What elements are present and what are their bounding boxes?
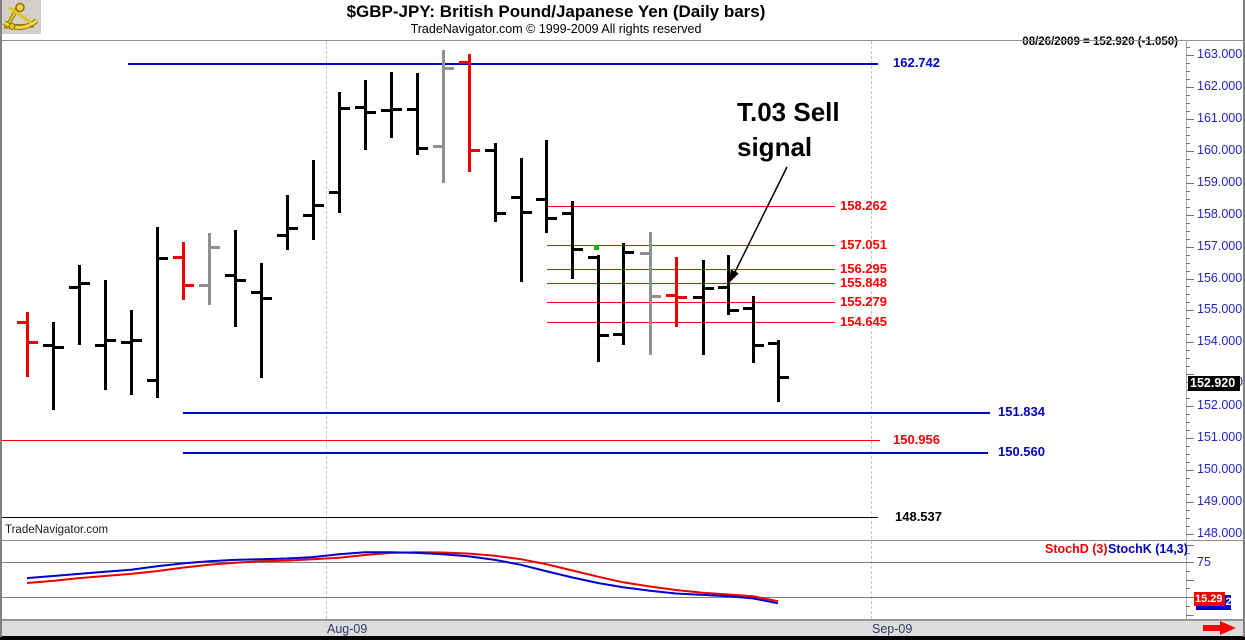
price-axis-label: 158.000 [1197,207,1243,221]
price-pane[interactable] [0,41,1186,540]
price-axis-label: 149.000 [1197,494,1243,508]
price-axis-label: 157.000 [1197,239,1243,253]
window-border [0,0,2,637]
stoch-d-legend[interactable]: StochD (3) [1045,542,1108,556]
price-axis-tick [1186,310,1194,311]
price-axis-tick [1186,342,1194,343]
price-axis-label: 152.000 [1197,398,1243,412]
price-axis-label: 159.000 [1197,175,1243,189]
date-axis-label-aug: Aug-09 [327,622,368,636]
price-axis-label: 154.000 [1197,334,1243,348]
last-quote-info: 08/26/2009 = 152.920 (-1.050) [1022,36,1178,48]
price-axis-label: 162.000 [1197,79,1243,93]
sell-signal-arrow [729,166,788,283]
price-axis-label: 160.000 [1197,143,1243,157]
price-axis-tick [1186,215,1194,216]
price-axis-label: 161.000 [1197,111,1243,125]
stoch-k-line [26,551,779,605]
pane-divider [0,40,1243,41]
window-border [1243,0,1245,637]
stoch-axis-tick [1186,597,1194,598]
stoch-d-line [26,551,779,603]
price-axis-label: 150.000 [1197,462,1243,476]
price-axis-tick [1186,502,1194,503]
price-axis-tick [1186,279,1194,280]
price-axis-tick [1186,438,1194,439]
chart-subtitle: TradeNavigator.com © 1999-2009 All right… [410,22,702,36]
stoch-axis-tick [1186,580,1194,581]
watermark: TradeNavigator.com [5,524,109,536]
price-axis-tick [1186,247,1194,248]
chart-title: $GBP-JPY: British Pound/Japanese Yen (Da… [346,2,766,21]
bottom-bar [0,636,1245,640]
price-axis-label: 151.000 [1197,430,1243,444]
stochastic-lines [26,551,779,605]
price-axis-label: 155.000 [1197,302,1243,316]
price-axis-label: 156.000 [1197,271,1243,285]
price-axis-tick [1186,87,1194,88]
sell-signal-text-line2: signal [737,132,813,162]
sell-signal-text-line1: T.03 Sell [737,97,840,127]
sell-signal-annotation: T.03 Sell signal [737,95,840,165]
scroll-right-arrow-icon[interactable] [1203,621,1237,635]
price-axis-tick [1186,151,1194,152]
stoch-axis-tick [1186,562,1194,563]
stoch-axis-label-75: 75 [1197,555,1211,569]
pane-divider [0,540,1243,541]
price-axis-tick [1186,183,1194,184]
date-axis-label-sep: Sep-09 [872,622,913,636]
stoch-d-value-badge: 15.29 [1194,592,1225,606]
date-axis-band [0,620,1243,637]
stoch-axis-tick [1186,615,1194,616]
price-axis-label: 148.000 [1197,526,1243,540]
last-price-badge: 152.920 [1188,376,1240,391]
price-axis-tick [1186,406,1194,407]
axis-separator [1186,40,1187,619]
price-axis-label: 163.000 [1197,47,1243,61]
sextant-logo-icon [2,2,39,30]
app-logo[interactable] [0,0,41,34]
price-axis-tick [1186,470,1194,471]
price-axis-tick [1186,374,1194,375]
price-axis-tick [1186,55,1194,56]
price-axis-tick [1186,119,1194,120]
stoch-k-legend[interactable]: StochK (14,3) [1108,542,1188,556]
pane-divider [0,619,1243,620]
price-axis-tick [1186,534,1194,535]
